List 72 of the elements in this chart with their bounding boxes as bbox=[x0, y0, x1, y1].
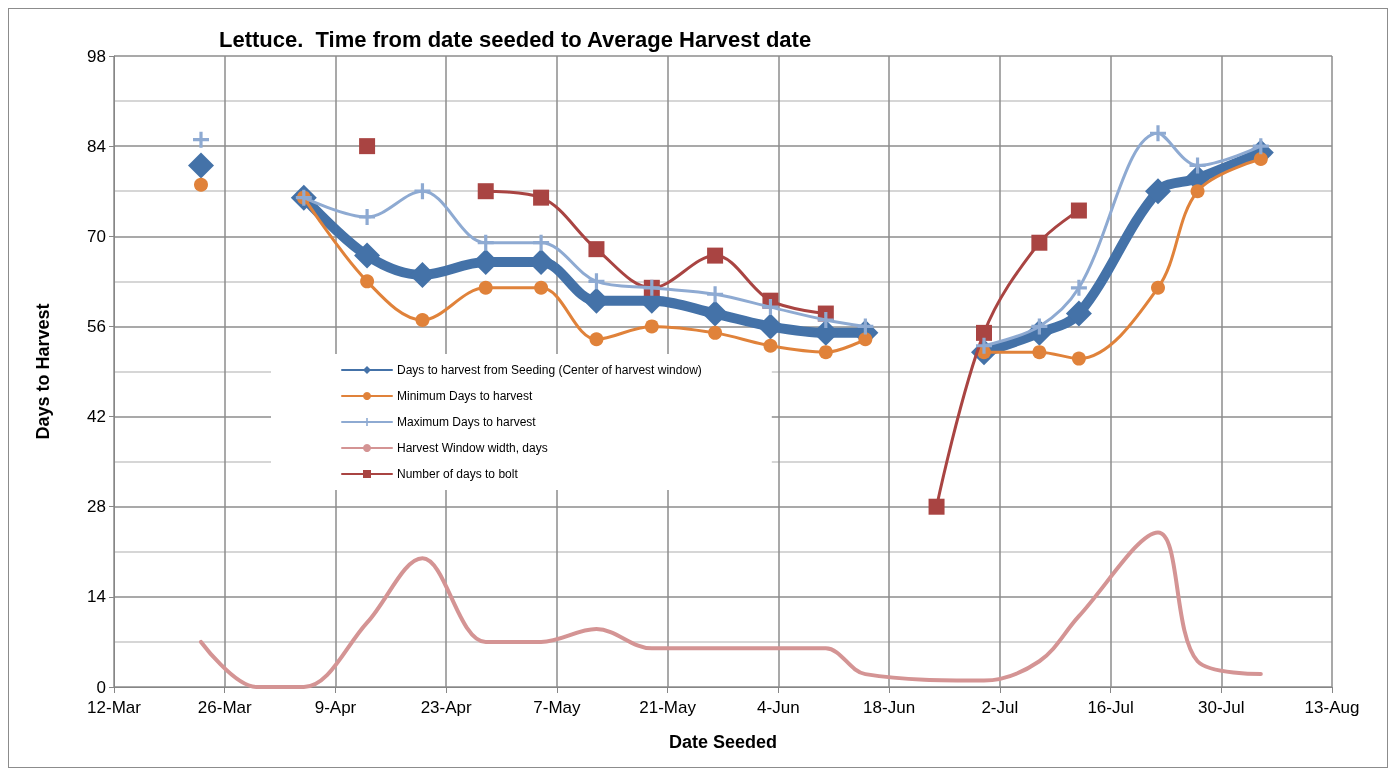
x-tick-label: 13-Aug bbox=[1304, 698, 1360, 717]
x-tick-label: 23-Apr bbox=[420, 698, 473, 717]
point bbox=[359, 138, 376, 155]
point bbox=[354, 242, 381, 269]
x-tick-label: 18-Jun bbox=[863, 698, 916, 717]
point bbox=[707, 247, 724, 264]
legend-label: Days to harvest from Seeding (Center of harvest window) bbox=[397, 363, 702, 377]
point bbox=[533, 234, 550, 251]
point bbox=[762, 299, 779, 316]
x-tick-label: 2-Jul bbox=[981, 698, 1019, 717]
point bbox=[477, 183, 494, 200]
point bbox=[188, 152, 214, 179]
point bbox=[1065, 300, 1092, 327]
point bbox=[588, 241, 605, 258]
legend-label: Harvest Window width, days bbox=[397, 441, 548, 455]
legend-label: Minimum Days to harvest bbox=[397, 389, 534, 403]
x-axis-title: Date Seeded bbox=[668, 732, 778, 752]
point bbox=[817, 311, 834, 328]
point bbox=[588, 273, 605, 290]
point bbox=[1145, 178, 1171, 205]
point bbox=[1071, 351, 1086, 366]
point bbox=[415, 312, 430, 327]
point bbox=[477, 234, 494, 251]
point bbox=[1151, 280, 1165, 295]
y-tick-label: 70 bbox=[87, 226, 106, 246]
point bbox=[534, 280, 549, 295]
chart-title: Lettuce. Time from date seeded to Average Harvest date bbox=[219, 26, 812, 52]
point bbox=[1032, 345, 1047, 360]
point bbox=[193, 131, 209, 148]
point bbox=[478, 280, 493, 295]
x-tick-label: 30-Jul bbox=[1198, 698, 1245, 717]
point bbox=[928, 498, 945, 515]
y-tick-label: 84 bbox=[87, 136, 106, 156]
point bbox=[818, 345, 833, 360]
y-axis-title: Days to Harvest bbox=[33, 303, 53, 440]
point bbox=[708, 325, 723, 340]
x-tick-label: 12-Mar bbox=[87, 698, 142, 717]
y-tick-label: 0 bbox=[96, 677, 106, 697]
point bbox=[702, 300, 729, 327]
point bbox=[1150, 125, 1166, 142]
point bbox=[194, 177, 208, 192]
point bbox=[644, 319, 659, 334]
point bbox=[589, 332, 604, 347]
x-tick-label: 26-Mar bbox=[197, 698, 252, 717]
y-tick-label: 28 bbox=[87, 497, 106, 517]
point bbox=[1031, 234, 1048, 251]
x-tick-label: 16-Jul bbox=[1087, 698, 1134, 717]
x-tick-label: 7-May bbox=[533, 698, 582, 717]
point bbox=[976, 324, 992, 341]
legend-label: Maximum Days to harvest bbox=[397, 415, 537, 429]
point bbox=[1070, 202, 1087, 219]
x-tick-label: 9-Apr bbox=[314, 698, 357, 717]
y-tick-label: 98 bbox=[87, 46, 106, 66]
line-series bbox=[199, 530, 1263, 689]
point bbox=[1253, 152, 1268, 167]
point bbox=[1190, 184, 1205, 199]
point bbox=[858, 332, 873, 347]
point bbox=[757, 313, 784, 340]
y-tick-label: 56 bbox=[87, 316, 106, 336]
x-tick-label: 21-May bbox=[639, 698, 697, 717]
y-tick-label: 42 bbox=[87, 407, 106, 427]
point bbox=[414, 183, 431, 200]
point bbox=[360, 274, 375, 289]
legend-label: Number of days to bolt bbox=[397, 467, 519, 481]
point bbox=[763, 338, 778, 353]
point bbox=[359, 208, 376, 225]
y-tick-label: 14 bbox=[87, 587, 106, 607]
point bbox=[1189, 157, 1206, 174]
point bbox=[1070, 279, 1087, 296]
point bbox=[533, 189, 550, 206]
point bbox=[707, 286, 724, 303]
x-tick-label: 4-Jun bbox=[757, 698, 800, 717]
